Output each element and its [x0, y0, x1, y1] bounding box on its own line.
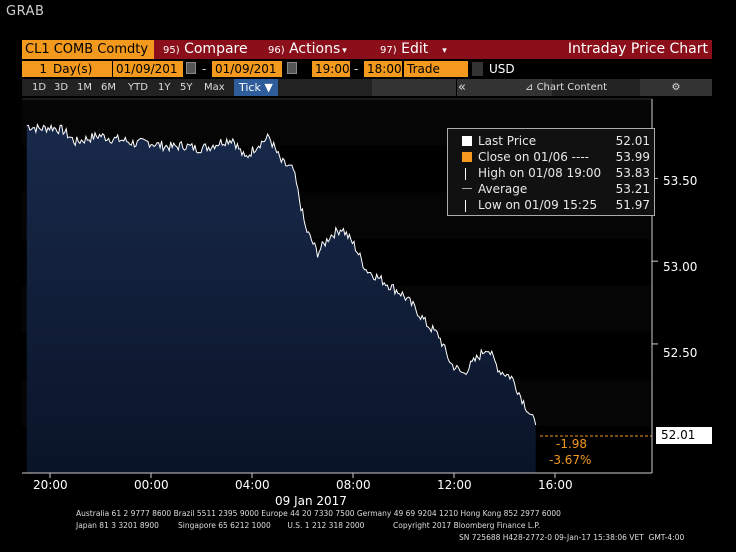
price-area [26, 124, 536, 473]
calendar-icon[interactable] [287, 62, 297, 74]
range-button-5y[interactable]: 5Y [180, 82, 193, 93]
date-separator: - [202, 62, 207, 76]
start-time-field[interactable]: 19:00 [312, 61, 350, 77]
range-button-1m[interactable]: 1M [77, 82, 92, 93]
legend-row-high: High on 01/08 19:00 53.83 [454, 165, 650, 181]
legend-value: 53.21 [615, 182, 650, 196]
legend-label: Average [478, 182, 528, 196]
range-button-1d[interactable]: 1D [32, 82, 47, 93]
legend-row-close: Close on 01/06 ---- 53.99 [454, 149, 650, 165]
start-date-field[interactable]: 01/09/201 [113, 61, 183, 77]
price-line [26, 123, 537, 426]
y-tick-label: 52.50 [663, 346, 698, 360]
end-date-field[interactable]: 01/09/201 [212, 61, 282, 77]
legend-value: 52.01 [615, 134, 650, 148]
period-count-field[interactable]: 1 [22, 61, 50, 77]
end-time-field[interactable]: 18:00 [364, 61, 402, 77]
change-abs: -1.98 [556, 437, 588, 451]
compare-menu[interactable]: 95) Compare [163, 40, 248, 59]
legend-label: Low on 01/09 15:25 [478, 198, 598, 212]
function-bar [22, 40, 712, 59]
edit-chevron-icon: ▾ [442, 46, 447, 56]
grab-label: GRAB [6, 4, 45, 19]
edit-num: 97) [380, 45, 397, 56]
chart-content-label: Chart Content [536, 82, 607, 93]
compare-label: Compare [184, 41, 248, 57]
range-button-ytd[interactable]: YTD [128, 82, 148, 93]
legend-value: 51.97 [615, 198, 650, 212]
edit-label: Edit [401, 41, 429, 57]
orange-square-icon [462, 152, 472, 162]
chart-legend[interactable]: Last Price 52.01 Close on 01/06 ---- 53.… [447, 128, 655, 216]
legend-row-low: Low on 01/09 15:25 51.97 [454, 197, 650, 213]
x-tick-label: 12:00 [437, 478, 472, 492]
tick-dropdown[interactable]: Tick ▼ [234, 79, 278, 96]
legend-label: Close on 01/06 ---- [478, 150, 589, 164]
footer-contacts-2: Japan 81 3 3201 8900 Singapore 65 6212 1… [76, 521, 541, 530]
actions-num: 96) [268, 45, 285, 56]
legend-row-average: Average 53.21 [454, 181, 650, 197]
range-button-3d[interactable]: 3D [54, 82, 69, 93]
divider [456, 79, 457, 96]
actions-label: Actions [289, 41, 341, 57]
field-select[interactable]: Trade [404, 61, 468, 77]
y-tick-label: 53.00 [663, 260, 698, 274]
legend-value: 53.99 [615, 150, 650, 164]
actions-chevron-icon: ▾ [342, 46, 347, 56]
legend-value: 53.83 [615, 166, 650, 180]
time-separator: - [354, 62, 359, 76]
compare-num: 95) [163, 45, 180, 56]
calendar-icon[interactable] [186, 62, 196, 74]
footer-contacts-1: Australia 61 2 9777 8600 Brazil 5511 239… [76, 509, 561, 518]
range-button-max[interactable]: Max [204, 82, 225, 93]
x-tick-label: 04:00 [235, 478, 270, 492]
chart-icon: ⊿ [524, 82, 534, 93]
x-tick-label: 08:00 [336, 478, 371, 492]
change-pct: -3.67% [549, 453, 592, 467]
legend-row-last-price: Last Price 52.01 [454, 133, 650, 149]
low-marker-icon [465, 200, 466, 212]
gear-icon: ⚙ [671, 82, 681, 93]
currency-label: USD [489, 62, 515, 76]
x-tick-label: 00:00 [134, 478, 169, 492]
actions-menu[interactable]: 96) Actions ▾ [268, 40, 347, 59]
legend-label: Last Price [478, 134, 537, 148]
x-tick-label: 20:00 [33, 478, 68, 492]
x-axis-date-label: 09 Jan 2017 [275, 494, 347, 508]
collapse-button[interactable]: « [372, 79, 552, 96]
last-price-label: 52.01 [656, 427, 712, 444]
edit-menu[interactable]: 97) Edit ▾ [380, 40, 447, 59]
white-square-icon [462, 136, 472, 146]
chart-content-button[interactable]: ⊿ Chart Content [496, 79, 636, 96]
double-chevron-left-icon: « [458, 80, 466, 95]
high-marker-icon [465, 168, 466, 180]
range-button-6m[interactable]: 6M [101, 82, 116, 93]
settings-button[interactable]: ⚙ [640, 79, 712, 96]
chevron-down-icon: ▼ [264, 81, 273, 94]
average-line-icon [462, 188, 472, 189]
y-tick-label: 53.50 [663, 174, 698, 188]
footer-session: SN 725688 H428-2772-0 09-Jan-17 15:38:06… [459, 533, 685, 542]
period-unit-field[interactable]: Day(s) [50, 61, 112, 77]
chart-title: Intraday Price Chart [567, 41, 708, 57]
x-tick-label: 16:00 [538, 478, 573, 492]
tick-label: Tick [239, 81, 261, 94]
field-dropdown-icon[interactable] [472, 62, 483, 76]
legend-label: High on 01/08 19:00 [478, 166, 602, 180]
ticker-field[interactable]: CL1 COMB Comdty [22, 40, 154, 59]
range-button-1y[interactable]: 1Y [158, 82, 171, 93]
